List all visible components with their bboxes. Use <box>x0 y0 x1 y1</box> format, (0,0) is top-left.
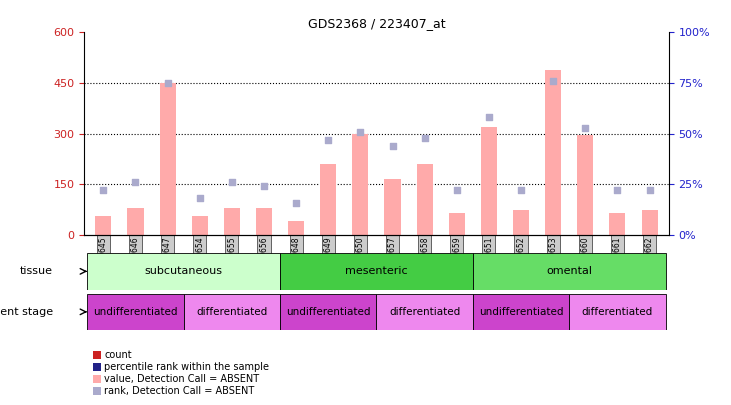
Bar <box>385 179 401 235</box>
Point <box>612 187 624 194</box>
Bar <box>95 216 111 235</box>
Text: mesenteric: mesenteric <box>345 266 408 276</box>
Bar <box>159 83 175 235</box>
Bar <box>569 294 666 330</box>
Text: omental: omental <box>546 266 592 276</box>
Text: development stage: development stage <box>0 307 53 317</box>
Bar <box>256 208 272 235</box>
Bar <box>417 164 433 235</box>
Bar <box>352 134 368 235</box>
Point <box>162 80 173 86</box>
Bar <box>513 210 529 235</box>
Bar <box>280 253 473 290</box>
Bar <box>87 253 280 290</box>
Text: differentiated: differentiated <box>196 307 268 317</box>
Point <box>419 134 431 141</box>
Point <box>355 128 366 135</box>
Point <box>483 114 495 121</box>
Legend: count, percentile rank within the sample, value, Detection Call = ABSENT, rank, : count, percentile rank within the sample… <box>89 347 273 400</box>
Bar <box>577 135 594 235</box>
Bar <box>192 216 208 235</box>
Point <box>322 136 334 143</box>
Bar <box>224 208 240 235</box>
Text: subcutaneous: subcutaneous <box>145 266 223 276</box>
Text: differentiated: differentiated <box>389 307 461 317</box>
Point <box>97 187 109 194</box>
Title: GDS2368 / 223407_at: GDS2368 / 223407_at <box>308 17 445 30</box>
Bar <box>280 294 376 330</box>
Bar <box>288 222 304 235</box>
Text: differentiated: differentiated <box>582 307 653 317</box>
Point <box>387 143 398 149</box>
Bar <box>449 213 465 235</box>
Bar <box>183 294 280 330</box>
Bar <box>481 127 497 235</box>
Bar <box>127 208 143 235</box>
Bar <box>545 70 561 235</box>
Bar <box>642 210 658 235</box>
Bar <box>473 294 569 330</box>
Bar <box>610 213 626 235</box>
Bar <box>376 294 473 330</box>
Point <box>226 179 238 185</box>
Bar <box>320 164 336 235</box>
Point <box>644 187 656 194</box>
Point <box>515 187 527 194</box>
Text: undifferentiated: undifferentiated <box>94 307 178 317</box>
Bar <box>87 294 183 330</box>
Bar <box>473 253 666 290</box>
Point <box>290 199 302 206</box>
Point <box>451 187 463 194</box>
Point <box>194 195 205 202</box>
Point <box>129 179 141 185</box>
Text: tissue: tissue <box>20 266 53 276</box>
Text: undifferentiated: undifferentiated <box>479 307 564 317</box>
Point <box>548 78 559 84</box>
Text: undifferentiated: undifferentiated <box>286 307 371 317</box>
Point <box>258 183 270 190</box>
Point <box>580 124 591 131</box>
